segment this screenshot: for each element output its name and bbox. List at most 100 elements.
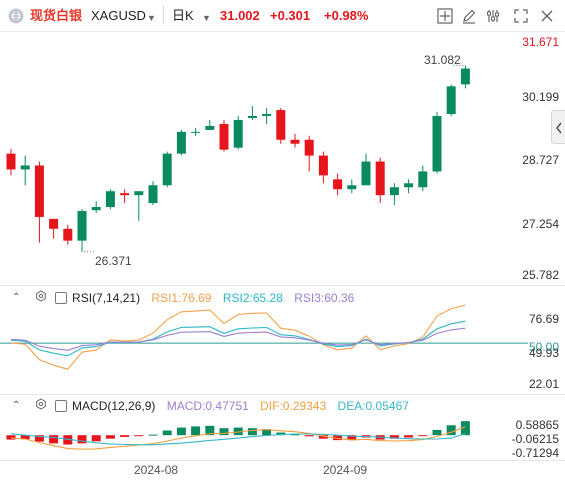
- macd-histogram-bar: [418, 435, 428, 437]
- instrument-symbol[interactable]: XAGUSD: [91, 8, 146, 23]
- dif-line: [10, 426, 466, 450]
- candle-body: [219, 123, 229, 150]
- rsi1-value: RSI1:76.69: [151, 290, 212, 305]
- indicator-settings-icon[interactable]: [35, 398, 49, 414]
- candle-body: [162, 153, 172, 186]
- rsi-header: ⌃ RSI(7,14,21) RSI1:76.69 RSI2:65.28 RSI…: [12, 289, 354, 305]
- macd-axis-label: 0.58865: [515, 418, 559, 432]
- last-price: 31.002: [220, 8, 260, 23]
- macd-histogram-bar: [262, 429, 272, 436]
- macd-histogram-bar: [120, 435, 130, 437]
- macd-histogram-bar: [304, 435, 314, 437]
- candle-body: [49, 218, 59, 229]
- collapse-icon[interactable]: ⌃: [12, 291, 21, 303]
- toolbar: 现货白银 XAGUSD ▼ 日K ▼ 31.002 +0.301 +0.98%: [0, 0, 565, 32]
- low-price-marker: 26.371: [95, 254, 132, 268]
- candle-body: [134, 191, 144, 196]
- price-change: +0.301: [270, 8, 311, 23]
- macd-histogram-bar: [276, 432, 286, 436]
- candle-body: [361, 161, 371, 186]
- candle-body: [105, 191, 115, 208]
- symbol-dropdown-icon[interactable]: ▼: [147, 13, 156, 23]
- rsi2-value: RSI2:65.28: [222, 290, 283, 305]
- macd-panel-divider: [0, 394, 565, 395]
- macd-histogram-bar: [404, 435, 414, 438]
- edit-icon[interactable]: [460, 7, 478, 25]
- candle-body: [333, 179, 343, 190]
- macd-histogram-bar: [20, 435, 30, 440]
- macd-histogram-bar: [34, 435, 44, 442]
- macd-histogram-bar: [6, 435, 16, 440]
- candle-body: [446, 86, 456, 115]
- macd-histogram-bar: [432, 429, 442, 436]
- macd-histogram-bar: [389, 435, 399, 439]
- rsi-axis-label: 49.93: [528, 346, 559, 360]
- macd-histogram-bar: [247, 428, 257, 436]
- instrument-name[interactable]: 现货白银: [30, 8, 83, 23]
- macd-histogram-bar: [49, 435, 59, 444]
- rsi-title: RSI(7,14,21): [72, 290, 141, 305]
- indicator-checkbox-icon[interactable]: [54, 291, 67, 304]
- macd-histogram-bar: [446, 425, 456, 436]
- price-axis-label: 28.727: [522, 153, 559, 167]
- dea-value: DEA:0.05467: [337, 398, 409, 413]
- candle-body: [77, 210, 87, 241]
- macd-histogram-bar: [219, 428, 229, 436]
- divider: [163, 6, 164, 24]
- candle-body: [120, 193, 130, 196]
- candle-body: [34, 165, 44, 217]
- timeframe-selector[interactable]: 日K: [172, 8, 194, 23]
- macd-histogram-bar: [205, 425, 215, 436]
- price-axis-label: 25.782: [522, 268, 559, 282]
- settings-icon[interactable]: [484, 7, 502, 25]
- candle-body: [276, 110, 286, 140]
- indicator-checkbox-icon[interactable]: [54, 399, 67, 412]
- candle-body: [191, 131, 201, 133]
- dif-value: DIF:0.29343: [260, 398, 327, 413]
- candle-body: [432, 116, 442, 172]
- timeframe-dropdown-icon[interactable]: ▼: [202, 13, 211, 23]
- candle-body: [290, 139, 300, 144]
- silver-logo-icon: [8, 8, 24, 24]
- crosshair-icon[interactable]: [436, 7, 454, 25]
- candle-body: [262, 114, 272, 117]
- candle-body: [304, 139, 314, 156]
- candle-body: [6, 153, 16, 170]
- macd-histogram-bar: [148, 434, 158, 436]
- candle-body: [233, 119, 243, 148]
- rsi-axis-label: 22.01: [528, 377, 559, 391]
- close-icon[interactable]: [538, 7, 556, 25]
- price-change-percent: +0.98%: [324, 8, 369, 23]
- macd-histogram-bar: [105, 435, 115, 439]
- rsi-panel-divider: [0, 285, 565, 286]
- rsi2-line: [10, 320, 466, 357]
- price-axis-label: 27.254: [522, 217, 559, 231]
- candle-body: [63, 228, 73, 241]
- macd-axis-label: -0.06215: [511, 432, 559, 446]
- macd-value: MACD:0.47751: [166, 398, 249, 413]
- collapse-icon[interactable]: ⌃: [12, 399, 21, 411]
- time-axis-label: 2024-08: [134, 463, 179, 477]
- rsi1-line: [10, 304, 466, 370]
- macd-histogram-bar: [77, 435, 87, 444]
- time-axis-divider: [0, 460, 565, 461]
- rsi-axis-label: 76.69: [528, 312, 559, 326]
- rsi3-value: RSI3:60.36: [294, 290, 355, 305]
- macd-histogram-bar: [191, 426, 201, 436]
- rsi-axis-label: 50.00: [528, 340, 559, 354]
- macd-axis-label: -0.71294: [511, 446, 559, 460]
- high-price-marker: 31.082: [424, 53, 461, 67]
- indicator-settings-icon[interactable]: [35, 290, 49, 306]
- rsi3-line: [10, 327, 466, 351]
- fullscreen-icon[interactable]: [512, 7, 530, 25]
- expand-sidebar-button[interactable]: [551, 110, 565, 144]
- candle-body: [460, 68, 470, 85]
- candle-body: [347, 185, 357, 190]
- macd-histogram-bar: [91, 435, 101, 442]
- macd-header: ⌃ MACD(12,26,9) MACD:0.47751 DIF:0.29343…: [12, 397, 409, 413]
- macd-histogram-bar: [162, 430, 172, 436]
- price-axis-label: 30.199: [522, 90, 559, 104]
- candle-body: [20, 165, 30, 170]
